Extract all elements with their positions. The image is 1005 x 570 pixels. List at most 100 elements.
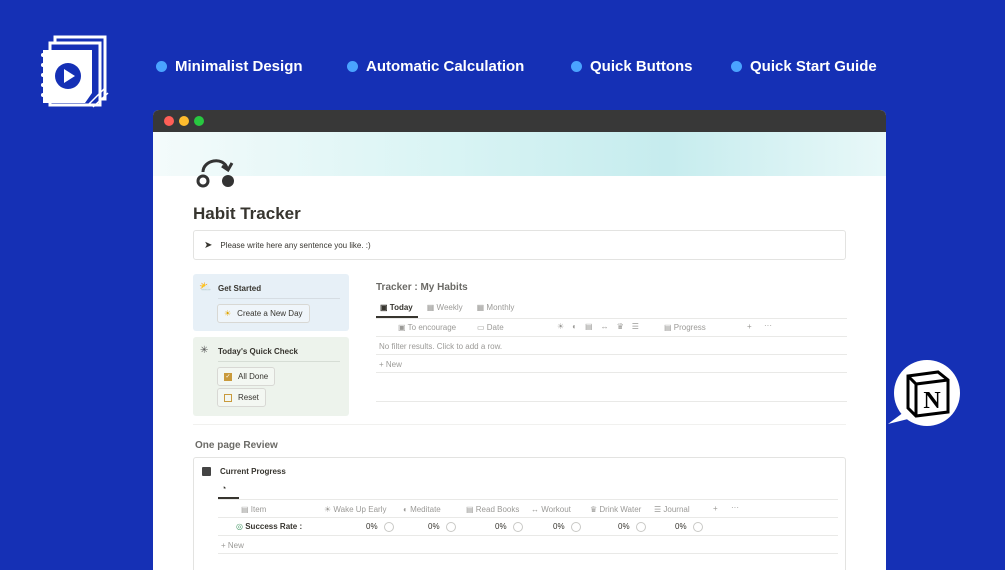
progress-ring (570, 522, 581, 532)
title-bar (153, 110, 886, 132)
empty-state[interactable]: No filter results. Click to add a row. (379, 342, 503, 351)
add-column-button[interactable]: + (747, 322, 752, 331)
column-journal[interactable]: ☰ Journal (654, 505, 690, 514)
progress-cell: 0% (553, 522, 581, 532)
tab-label: Today (389, 303, 413, 312)
progress-cell: 0% (675, 522, 703, 532)
column-to-encourage[interactable]: ▣ To encourage (398, 323, 457, 332)
app-window: Habit Tracker ➤ Please write here any se… (153, 110, 886, 570)
column-item[interactable]: ▤ Item (241, 505, 267, 514)
quick-check-callout: ✳ Today's Quick Check ✓ All Done Reset (193, 337, 349, 416)
column-date[interactable]: ▭ Date (477, 323, 504, 332)
column-label: Date (486, 323, 504, 332)
progress-ring (512, 522, 523, 532)
column-label: Drink Water (599, 505, 642, 514)
all-done-button[interactable]: ✓ All Done (217, 367, 276, 386)
add-column-button[interactable]: + (713, 504, 718, 513)
progress-value: 0% (495, 522, 507, 532)
feature-label: Quick Buttons (590, 58, 693, 75)
progress-cell: 0% (495, 522, 523, 532)
column-workout[interactable]: ↔ Workout (531, 505, 571, 514)
tab-label: Weekly (436, 303, 463, 312)
column-read-books[interactable]: ▤ Read Books (466, 505, 520, 514)
active-view-underline (218, 497, 239, 499)
notebook-play-logo (40, 35, 110, 110)
bullet-icon (731, 61, 742, 72)
callout[interactable]: ➤ Please write here any sentence you lik… (193, 230, 846, 260)
sun-icon: ☀ (224, 309, 232, 318)
create-new-day-button[interactable]: ☀ Create a New Day (217, 304, 310, 323)
new-row-button[interactable]: + New (379, 360, 402, 369)
success-rate-row[interactable]: ◎ Success Rate : (236, 522, 302, 531)
progress-value: 0% (553, 522, 565, 532)
column-label: Wake Up Early (333, 505, 387, 514)
new-row-button[interactable]: + New (221, 541, 244, 550)
new-label: New (227, 541, 244, 550)
click-sparkle-icon: ✳ (200, 345, 209, 356)
progress-ring (445, 522, 456, 532)
active-tab-underline (376, 316, 418, 318)
current-progress-callout: Current Progress ◔ ▤ Item ☀ Wake Up Earl… (193, 457, 846, 570)
progress-cell: 0% (428, 522, 456, 532)
reset-button[interactable]: Reset (217, 388, 266, 407)
page-title: Habit Tracker (193, 204, 301, 223)
progress-value: 0% (366, 522, 378, 532)
tab-weekly[interactable]: ▦ Weekly (426, 303, 463, 312)
feature-calculation: Automatic Calculation (347, 58, 524, 75)
more-options-button[interactable]: ··· (731, 503, 739, 512)
column-progress[interactable]: ▤ Progress (664, 323, 706, 332)
feature-guide: Quick Start Guide (731, 58, 877, 75)
column-wake-up-early[interactable]: ☀ Wake Up Early (324, 505, 387, 514)
row-label: Success Rate : (245, 522, 303, 531)
feature-label: Minimalist Design (175, 58, 303, 75)
tab-label: Monthly (486, 303, 515, 312)
button-label: Reset (238, 393, 259, 402)
cloud-sun-icon: ⛅ (199, 282, 212, 293)
feature-quick-buttons: Quick Buttons (571, 58, 693, 75)
column-label: Meditate (410, 505, 441, 514)
button-label: All Done (238, 372, 269, 381)
tab-monthly[interactable]: ▦ Monthly (476, 303, 515, 312)
feature-minimalist: Minimalist Design (156, 58, 303, 75)
button-label: Create a New Day (237, 309, 303, 318)
progress-cell: 0% (366, 522, 394, 532)
get-started-title: Get Started (218, 284, 262, 293)
new-label: New (385, 360, 402, 369)
column-label: Read Books (475, 505, 520, 514)
column-label: Progress (673, 323, 706, 332)
close-button[interactable] (164, 116, 174, 126)
progress-ring (383, 522, 394, 532)
note-icon (202, 467, 211, 476)
column-label: Item (250, 505, 267, 514)
feature-label: Quick Start Guide (750, 58, 877, 75)
feature-label: Automatic Calculation (366, 58, 525, 75)
checked-box-icon: ✓ (224, 372, 232, 381)
review-heading: One page Review (195, 440, 278, 451)
progress-ring (692, 522, 703, 532)
column-drink-water[interactable]: ♛ Drink Water (590, 505, 642, 514)
progress-value: 0% (675, 522, 687, 532)
bullet-icon (571, 61, 582, 72)
progress-ring (635, 522, 646, 532)
chart-view-tab-icon[interactable]: ◔ (221, 483, 227, 493)
page-cover (153, 132, 886, 176)
column-meditate[interactable]: ◐ Meditate (403, 505, 441, 514)
quick-check-title: Today's Quick Check (218, 347, 299, 356)
progress-value: 0% (428, 522, 440, 532)
minimize-button[interactable] (179, 116, 189, 126)
maximize-button[interactable] (194, 116, 204, 126)
more-options-button[interactable]: ··· (764, 321, 772, 330)
current-progress-title: Current Progress (220, 467, 286, 476)
tracker-title: Tracker : My Habits (376, 282, 468, 293)
column-label: Workout (541, 505, 571, 514)
paper-plane-icon: ➤ (204, 239, 213, 251)
bullet-icon (156, 61, 167, 72)
svg-text:N: N (923, 388, 941, 414)
bullet-icon (347, 61, 358, 72)
progress-cell: 0% (618, 522, 646, 532)
callout-text: Please write here any sentence you like.… (220, 240, 371, 250)
page-icon-habit (195, 154, 237, 195)
tab-today[interactable]: ▣ Today (380, 303, 413, 312)
column-label: To encourage (407, 323, 457, 332)
empty-box-icon (224, 393, 232, 402)
